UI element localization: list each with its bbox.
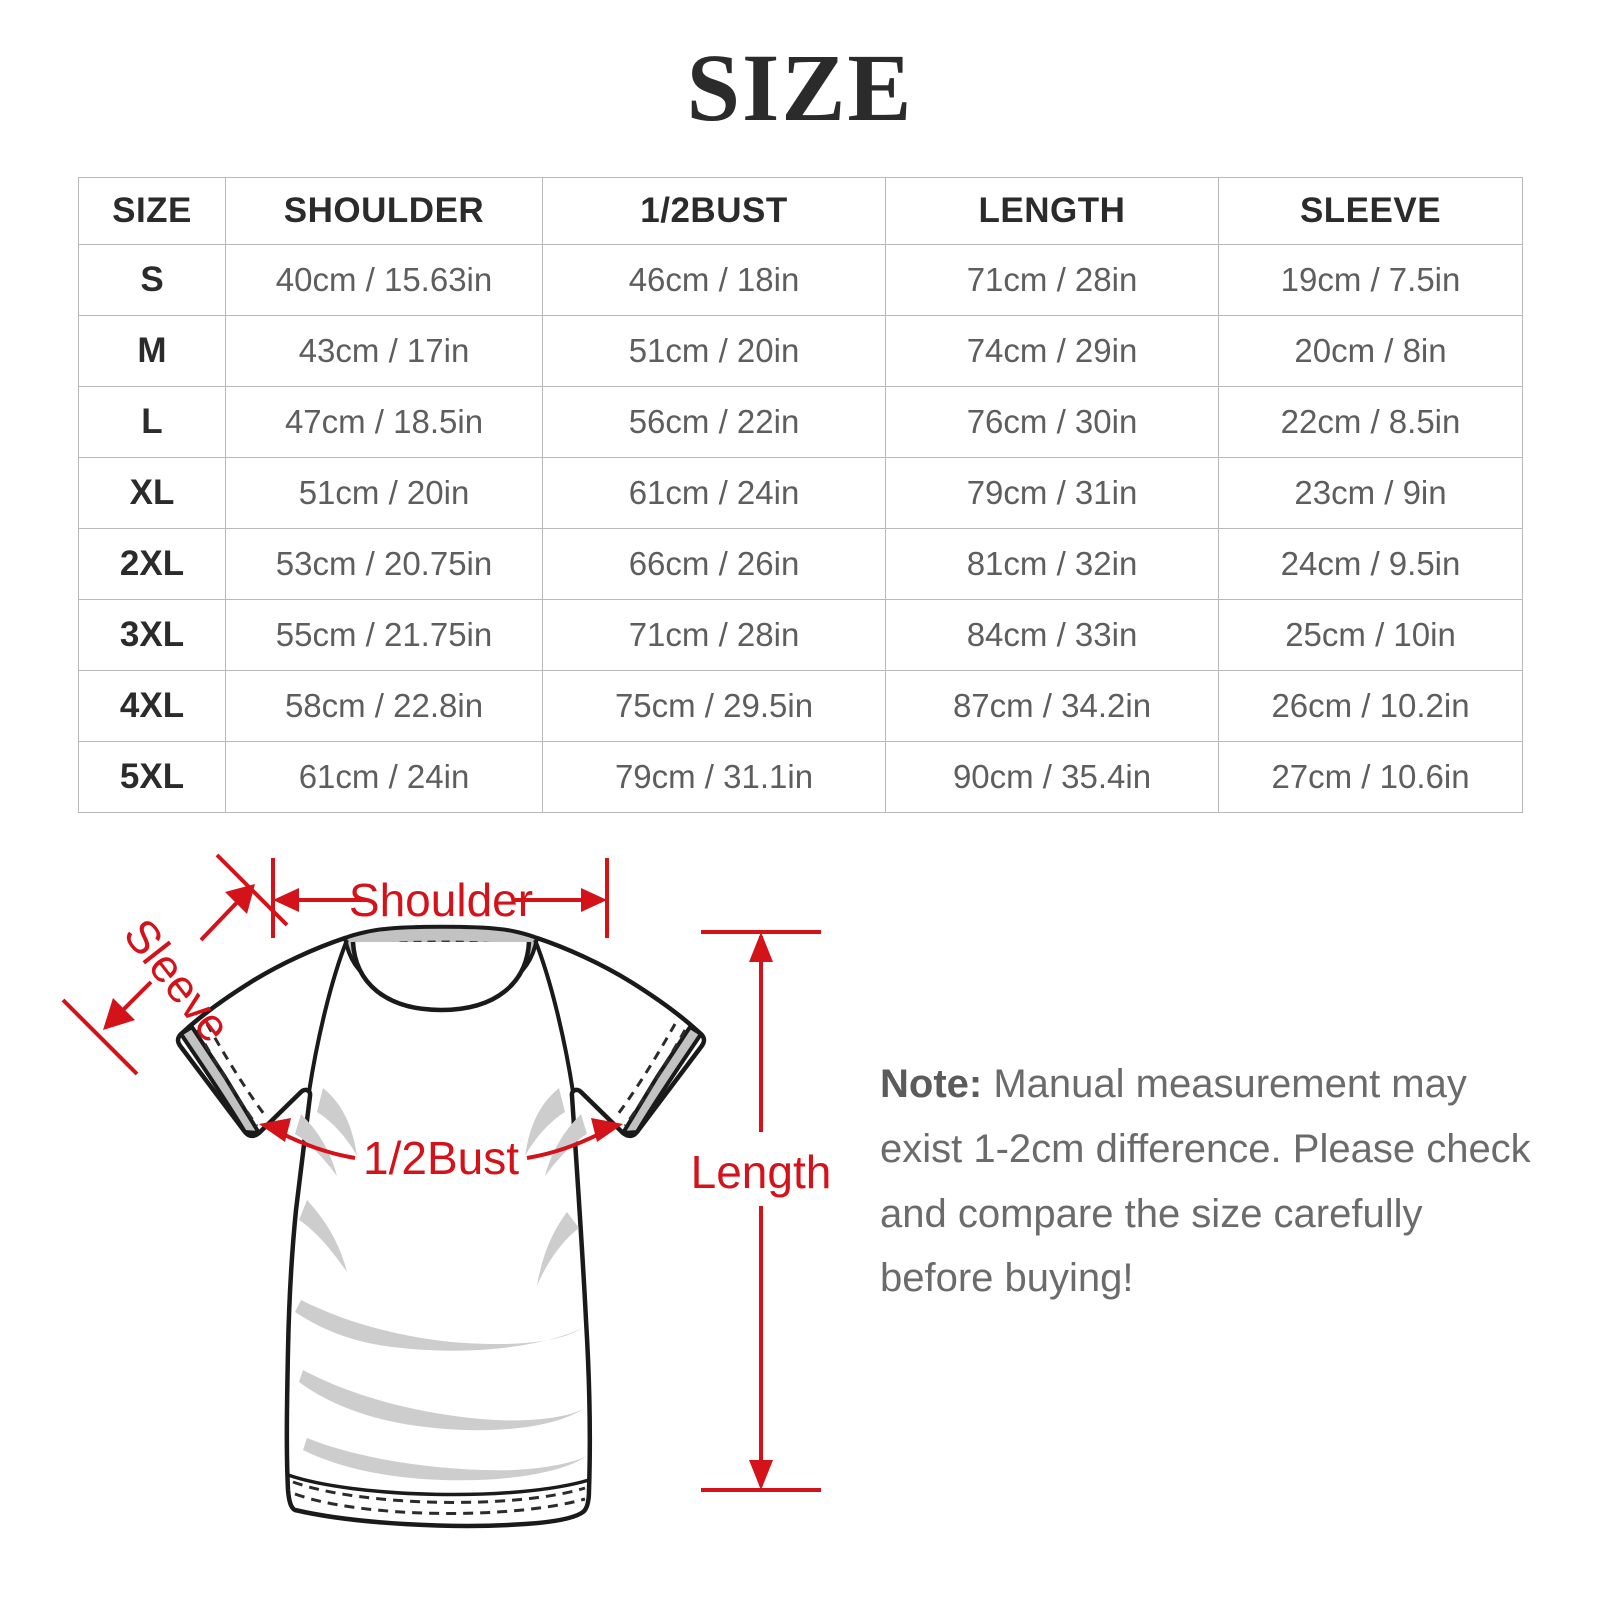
cell-shoulder: 51cm / 20in <box>225 457 543 529</box>
sleeve-arrowhead-lower <box>103 998 135 1030</box>
cell-size: L <box>78 386 226 458</box>
sleeve-arrowhead-upper <box>225 884 255 914</box>
note-label: Note: <box>880 1062 983 1106</box>
tshirt-neckline <box>350 941 532 1013</box>
tshirt-body-outline <box>175 935 707 1529</box>
shoulder-arrowhead-right <box>581 888 607 912</box>
table-row: L 47cm / 18.5in 56cm / 22in 76cm / 30in … <box>78 386 1523 458</box>
cell-length: 79cm / 31in <box>885 457 1219 529</box>
cell-sleeve: 24cm / 9.5in <box>1218 528 1523 600</box>
table-row: XL 51cm / 20in 61cm / 24in 79cm / 31in 2… <box>78 457 1523 529</box>
cell-length: 81cm / 32in <box>885 528 1219 600</box>
cell-size: 5XL <box>78 741 226 813</box>
bust-arrowhead-left <box>259 1118 291 1142</box>
shoulder-arrowhead-left <box>273 888 299 912</box>
tshirt-cuff-right-stitch <box>623 1029 687 1127</box>
length-arrowhead-bottom <box>749 1460 773 1490</box>
cell-length: 71cm / 28in <box>885 244 1219 316</box>
cell-length: 74cm / 29in <box>885 315 1219 387</box>
table-row: 4XL 58cm / 22.8in 75cm / 29.5in 87cm / 3… <box>78 670 1523 742</box>
cell-shoulder: 61cm / 24in <box>225 741 543 813</box>
table-row: M 43cm / 17in 51cm / 20in 74cm / 29in 20… <box>78 315 1523 387</box>
tshirt-shoulder-seam-left <box>307 939 349 1093</box>
cell-shoulder: 47cm / 18.5in <box>225 386 543 458</box>
cell-shoulder: 58cm / 22.8in <box>225 670 543 742</box>
note-text-block: Note: Manual measurement may exist 1-2cm… <box>880 1052 1540 1311</box>
table-row: S 40cm / 15.63in 46cm / 18in 71cm / 28in… <box>78 244 1523 316</box>
cell-shoulder: 40cm / 15.63in <box>225 244 543 316</box>
column-header-sleeve: SLEEVE <box>1218 177 1523 245</box>
sleeve-tick-lower <box>61 998 139 1076</box>
cell-sleeve: 20cm / 8in <box>1218 315 1523 387</box>
cell-size: XL <box>78 457 226 529</box>
tshirt-diagram-svg: Shoulder Sleeve 1/2Bust Length <box>61 853 832 1529</box>
cell-sleeve: 27cm / 10.6in <box>1218 741 1523 813</box>
cell-bust: 46cm / 18in <box>542 244 886 316</box>
cell-size: 2XL <box>78 528 226 600</box>
sleeve-label: Sleeve <box>114 909 242 1052</box>
cell-sleeve: 22cm / 8.5in <box>1218 386 1523 458</box>
cell-size: 4XL <box>78 670 226 742</box>
cell-bust: 66cm / 26in <box>542 528 886 600</box>
cell-bust: 79cm / 31.1in <box>542 741 886 813</box>
cell-shoulder: 55cm / 21.75in <box>225 599 543 671</box>
tshirt-cuff-right-stitch-2 <box>613 1023 677 1119</box>
tshirt-cuff-left-stitch <box>195 1029 259 1127</box>
note-body: Manual measurement may exist 1-2cm diffe… <box>880 1062 1531 1301</box>
cell-bust: 71cm / 28in <box>542 599 886 671</box>
length-arrowhead-top <box>749 932 773 962</box>
tshirt-cuff-right <box>621 1025 703 1135</box>
table-header-row: SIZE SHOULDER 1/2BUST LENGTH SLEEVE <box>78 177 1523 245</box>
tshirt-cuff-left-stitch-2 <box>205 1023 269 1119</box>
cell-bust: 75cm / 29.5in <box>542 670 886 742</box>
cell-length: 87cm / 34.2in <box>885 670 1219 742</box>
table-row: 5XL 61cm / 24in 79cm / 31.1in 90cm / 35.… <box>78 741 1523 813</box>
tshirt-hem <box>287 1473 590 1497</box>
cell-sleeve: 25cm / 10in <box>1218 599 1523 671</box>
tshirt-hem-stitch-2 <box>294 1492 586 1515</box>
table-row: 2XL 53cm / 20.75in 66cm / 26in 81cm / 32… <box>78 528 1523 600</box>
column-header-size: SIZE <box>78 177 226 245</box>
cell-length: 76cm / 30in <box>885 386 1219 458</box>
cell-bust: 61cm / 24in <box>542 457 886 529</box>
size-chart-table: SIZE SHOULDER 1/2BUST LENGTH SLEEVE S 40… <box>78 177 1523 813</box>
cell-size: 3XL <box>78 599 226 671</box>
cell-shoulder: 53cm / 20.75in <box>225 528 543 600</box>
column-header-shoulder: SHOULDER <box>225 177 543 245</box>
tshirt-illustration <box>175 924 707 1529</box>
cell-bust: 51cm / 20in <box>542 315 886 387</box>
measurement-diagram: Shoulder Sleeve 1/2Bust Length <box>0 830 1600 1600</box>
column-header-length: LENGTH <box>885 177 1219 245</box>
cell-bust: 56cm / 22in <box>542 386 886 458</box>
cell-shoulder: 43cm / 17in <box>225 315 543 387</box>
cell-sleeve: 26cm / 10.2in <box>1218 670 1523 742</box>
tshirt-hem-stitch <box>292 1480 586 1504</box>
bust-arrowhead-right <box>591 1118 623 1142</box>
bust-label: 1/2Bust <box>363 1132 519 1184</box>
cell-length: 90cm / 35.4in <box>885 741 1219 813</box>
cell-sleeve: 23cm / 9in <box>1218 457 1523 529</box>
shoulder-label: Shoulder <box>349 874 533 926</box>
tshirt-fabric-shading <box>295 1088 587 1481</box>
tshirt-cuff-left <box>179 1025 261 1135</box>
length-label: Length <box>691 1146 832 1198</box>
tshirt-shoulder-seam-right <box>533 939 575 1093</box>
cell-size: M <box>78 315 226 387</box>
cell-sleeve: 19cm / 7.5in <box>1218 244 1523 316</box>
cell-size: S <box>78 244 226 316</box>
cell-length: 84cm / 33in <box>885 599 1219 671</box>
page-title: SIZE <box>686 34 914 141</box>
table-row: 3XL 55cm / 21.75in 71cm / 28in 84cm / 33… <box>78 599 1523 671</box>
column-header-bust: 1/2BUST <box>542 177 886 245</box>
